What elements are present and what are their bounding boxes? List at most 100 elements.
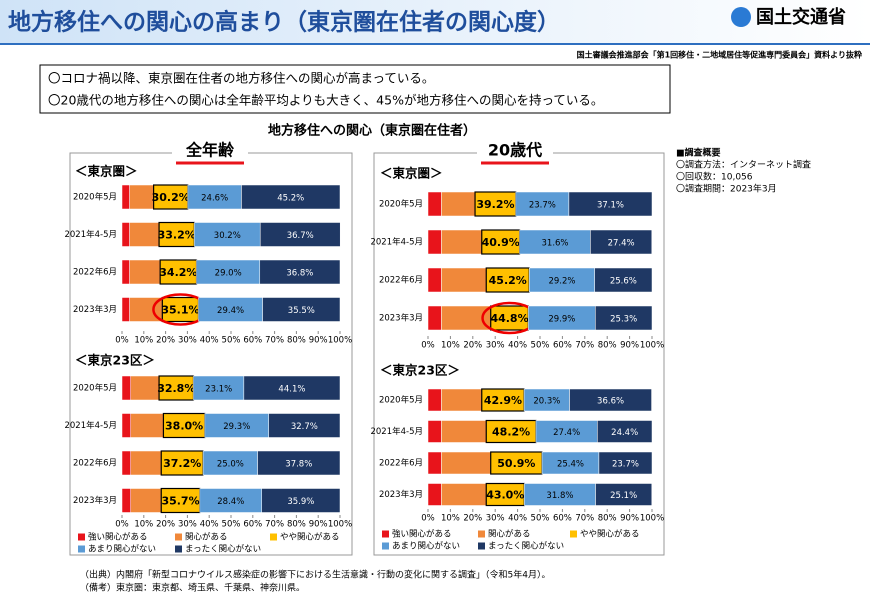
bar-segment [202,450,258,476]
value-label: 30.2% [214,231,241,241]
bar-segment [441,267,487,293]
source: 国土審議会推進部会「第1回移住・二地域居住等促進専門委員会」資料より抜粋 [577,50,862,60]
bar-segment [595,305,653,331]
legend-label: まったく関心がない [488,541,564,552]
subtitle-bg [477,140,553,162]
bar-segment [121,413,131,438]
value-label: 31.8% [546,491,573,501]
category-label: 2023年3月 [73,495,117,506]
bar-segment [130,413,164,438]
logo-text: 国土交通省 [756,6,846,28]
bar-segment [515,191,570,217]
value-label: 25.3% [610,315,637,325]
x-tick-label: 30% [486,341,505,351]
combined-label: 37.2% [163,457,201,470]
logo-mark [731,7,751,27]
value-label: 23.7% [529,201,556,211]
legend-label: まったく関心がない [185,544,261,555]
x-tick-label: 20% [156,336,175,346]
value-label: 29.3% [223,422,250,432]
value-label: 25.6% [610,277,637,287]
x-tick-label: 10% [441,514,460,524]
combined-label: 45.2% [489,274,527,287]
x-tick-label: 90% [309,336,328,346]
bar-segment [597,420,653,443]
x-tick-label: 40% [200,520,219,530]
bar-segment [568,191,653,217]
legend-label: 関心がある [185,532,228,543]
combined-label: 35.1% [161,304,199,317]
bar-segment [427,305,442,331]
value-label: 24.6% [201,194,228,204]
value-label: 36.6% [597,397,624,407]
bar-segment [129,259,161,285]
legend-label: あまり関心がない [392,541,460,552]
value-label: 36.8% [286,269,313,279]
bar-segment [259,259,341,285]
x-tick-label: 20% [156,520,175,530]
bar-segment [257,450,341,476]
category-label: 2021年4-5月 [370,237,423,248]
bar-segment [598,451,653,475]
combined-label: 30.2% [152,191,190,204]
x-tick-label: 100% [640,341,664,351]
x-tick-label: 70% [265,520,284,530]
bar-segment [121,297,130,322]
legend-swatch [382,542,389,550]
bar-segment [427,267,442,293]
value-label: 27.4% [553,428,580,438]
x-tick-label: 50% [531,341,550,351]
value-label: 24.4% [611,428,638,438]
legend-swatch [175,533,182,541]
legend-label: あまり関心がない [88,544,156,555]
bar-segment [121,222,130,247]
bar-segment [441,420,487,443]
value-label: 35.9% [287,497,314,507]
legend-swatch [478,530,485,538]
bar-segment [594,267,653,293]
page-title: 地方移住への関心の高まり（東京圏在住者の関心度） [8,9,560,36]
x-tick-label: 50% [222,336,241,346]
x-tick-label: 40% [508,514,527,524]
value-label: 25.4% [557,460,584,470]
bar-segment [427,483,442,506]
bar-segment [194,222,261,247]
legend-swatch [382,530,389,538]
x-tick-label: 0% [421,514,435,524]
panel-subtitle: 20歳代 [488,141,542,160]
bar-segment [160,487,201,514]
value-label: 23.1% [205,385,232,395]
legend-swatch [570,530,577,538]
bar-segment [130,375,160,401]
bar-segment [427,191,442,217]
bar-segment [121,375,131,401]
combined-label: 50.9% [497,457,535,470]
combined-label: 44.8% [490,312,528,325]
x-tick-label: 50% [531,514,550,524]
combined-label: 32.8% [157,382,195,395]
x-tick-label: 40% [200,336,219,346]
legend-label: 強い関心がある [88,532,148,543]
x-tick-label: 70% [575,341,594,351]
x-tick-label: 80% [598,514,617,524]
bar-segment [262,297,341,322]
category-label: 2021年4-5月 [64,420,117,431]
x-tick-label: 60% [553,514,572,524]
bar-segment [441,191,476,217]
x-tick-label: 60% [553,341,572,351]
bar-segment [121,450,131,476]
bar-segment [153,184,189,210]
x-tick-label: 0% [115,336,129,346]
chart-title: ＜東京圏＞ [75,164,138,179]
legend-label: やや関心がある [580,529,640,540]
bar-segment [590,229,653,255]
value-label: 36.7% [287,231,314,241]
bullet: 〇20歳代の地方移住への関心は全年齢平均よりも大きく、45%が地方移住への関心を… [48,93,603,108]
bar-segment [441,388,483,412]
x-tick-label: 40% [508,341,527,351]
category-label: 2020年5月 [73,383,117,394]
bar-segment [427,420,442,443]
category-label: 2020年5月 [379,395,423,406]
legend-label: やや関心がある [280,532,340,543]
